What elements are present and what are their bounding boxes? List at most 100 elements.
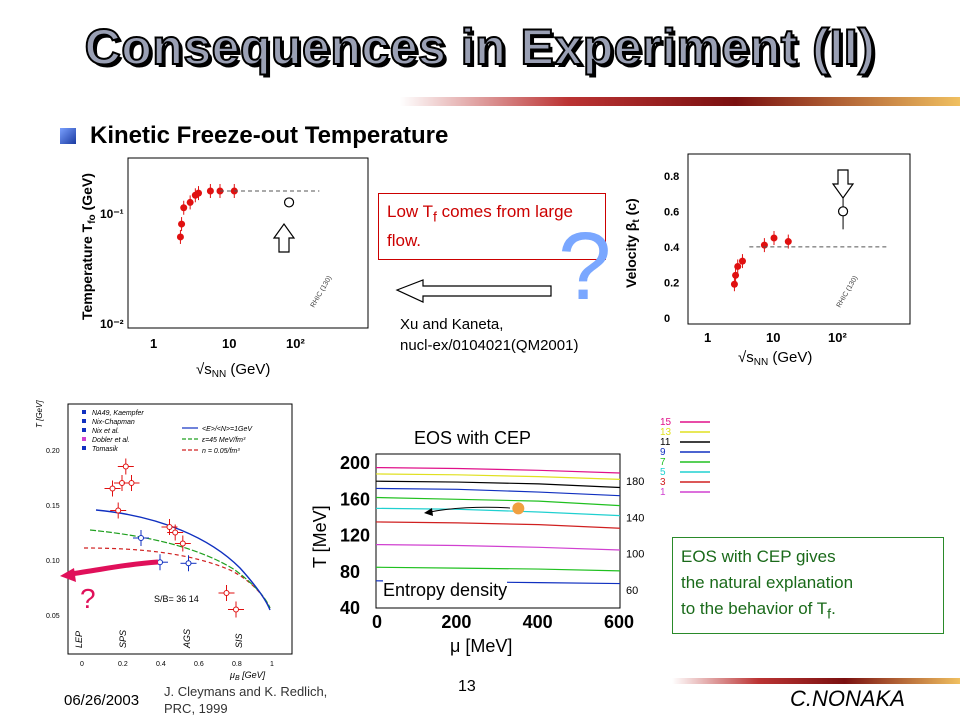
footer-author: C.NONAKA xyxy=(790,686,905,711)
eos-contour-line xyxy=(375,487,621,497)
velocity-data-point xyxy=(784,238,792,246)
velocity-x-tick: 10² xyxy=(828,330,847,345)
velocity-data-point xyxy=(770,234,778,242)
velocity-y-axis-label: Velocity βt (c) xyxy=(623,198,642,288)
freezeout-legend-entry: Nix-Chapman xyxy=(92,419,135,426)
energy-per-particle-curve xyxy=(95,509,271,611)
cep-explanation-box: EOS with CEP gives the natural explanati… xyxy=(672,537,944,635)
eos-x-tick: 400 xyxy=(523,612,553,632)
eos-plot-frame xyxy=(375,453,621,609)
freezeout-legend-entry: Dobler et al. xyxy=(92,437,130,444)
velocity-plot-frame xyxy=(687,153,911,325)
freezeout-region-label: SPS xyxy=(118,630,128,648)
freezeout-plot: NA49, Kaempfer Nix-Chapman Nix et al. Doble… xyxy=(35,400,293,680)
freezeout-data-point xyxy=(233,606,239,613)
temperature-y-tick: 10⁻¹ xyxy=(100,207,124,221)
freezeout-data-point xyxy=(185,560,192,567)
eos-contour-plot: 0 200 400 600 40 80 120 160 200 180 140 100 60 T [… xyxy=(310,453,644,656)
freezeout-plot-frame xyxy=(67,403,293,655)
eos-right-label: 180 xyxy=(626,476,644,488)
freezeout-region-label: LEP xyxy=(74,631,84,648)
left-arrow-icon xyxy=(395,279,552,303)
eos-x-axis-label: μ [MeV] xyxy=(450,636,512,656)
down-arrow-icon xyxy=(831,169,855,200)
freezeout-x-tick: 0.2 xyxy=(118,661,128,668)
temperature-x-tick: 10 xyxy=(222,336,236,351)
eos-contour-line xyxy=(375,473,621,480)
page-number: 13 xyxy=(458,678,476,695)
eos-legend-label: 3 xyxy=(660,477,666,488)
up-arrow-icon xyxy=(272,222,296,253)
freezeout-x-tick: 0.8 xyxy=(232,661,242,668)
footer-bar xyxy=(672,678,960,684)
freezeout-y-tick: 0.15 xyxy=(46,503,60,510)
eos-contour-line xyxy=(375,466,621,474)
freezeout-legend-marker xyxy=(82,446,86,450)
freezeout-data-point xyxy=(179,540,186,547)
magenta-arrowhead-icon xyxy=(60,568,76,582)
velocity-y-tick: 0 xyxy=(664,313,670,325)
sb-label: S/B= 36 14 xyxy=(154,594,199,604)
velocity-data-point xyxy=(738,257,746,265)
eos-y-tick: 200 xyxy=(340,453,370,473)
slide-subtitle: Kinetic Freeze-out Temperature xyxy=(90,122,449,149)
flow-note-sub: f xyxy=(433,209,437,226)
temperature-plot-frame xyxy=(127,157,369,329)
velocity-data-point xyxy=(760,241,768,249)
eos-y-axis-label: T [MeV] xyxy=(310,505,330,568)
temperature-x-tick: 1 xyxy=(150,336,157,351)
title-underline-bar xyxy=(400,97,960,106)
velocity-rhic-point xyxy=(837,206,849,217)
eos-legend-label: 5 xyxy=(660,467,666,478)
cleymans-reference: J. Cleymans and K. Redlich, PRC, 1999 xyxy=(164,683,327,717)
eos-trajectory-arrow-icon xyxy=(429,506,511,513)
temperature-data-point xyxy=(180,204,188,212)
temperature-x-tick: 10² xyxy=(286,336,305,351)
eos-legend-label: 15 xyxy=(660,417,672,428)
entropy-density-label: Entropy density xyxy=(383,580,508,601)
eos-legend-label: 1 xyxy=(660,487,666,498)
eos-legend-label: 13 xyxy=(660,427,672,438)
slide-title: Consequences in Experiment (II) xyxy=(84,18,876,76)
temperature-data-point xyxy=(206,187,214,195)
freezeout-curve-legend-label: n = 0.05/fm³ xyxy=(202,448,240,455)
freezeout-y-tick: 0.10 xyxy=(46,558,60,565)
temperature-y-tick: 10⁻² xyxy=(100,317,124,331)
temperature-y-axis-label: Temperature Tfo (GeV) xyxy=(79,173,98,320)
freezeout-y-axis-label: T [GeV] xyxy=(35,400,44,428)
eos-y-tick: 120 xyxy=(340,526,370,546)
eos-contour-line xyxy=(375,521,621,529)
velocity-x-tick: 10 xyxy=(766,330,780,345)
freezeout-y-tick: 0.20 xyxy=(46,448,60,455)
temperature-data-point xyxy=(194,189,202,197)
temperature-data-point xyxy=(178,220,186,228)
velocity-data-point xyxy=(734,262,742,270)
velocity-rhic-label: RHIC (130) xyxy=(836,275,860,309)
velocity-x-tick: 1 xyxy=(704,330,711,345)
freezeout-x-tick: 0 xyxy=(80,661,84,668)
temperature-data-point xyxy=(176,233,184,241)
velocity-y-tick: 0.6 xyxy=(664,206,679,218)
cep-note-line1: EOS with CEP gives xyxy=(681,547,836,566)
freezeout-legend-marker xyxy=(82,410,86,414)
freezeout-legend-entry: Nix et al. xyxy=(92,428,119,435)
flow-note-rest: comes from large flow. xyxy=(387,202,573,251)
eos-y-tick: 160 xyxy=(340,489,370,509)
critical-point-marker xyxy=(512,502,525,515)
eos-cep-label: EOS with CEP xyxy=(414,428,532,448)
freezeout-curve-legend-label: <E>/<N>=1GeV xyxy=(202,426,253,433)
eos-legend-label: 11 xyxy=(660,437,671,448)
freezeout-y-tick: 0.05 xyxy=(46,613,60,620)
xu-reference: Xu and Kaneta, nucl-ex/0104021(QM2001) xyxy=(400,314,578,356)
temperature-rhic-point xyxy=(283,197,295,208)
eos-legend-label: 9 xyxy=(660,447,666,458)
footer-date: 06/26/2003 xyxy=(64,692,140,709)
eos-contour-line xyxy=(375,480,621,489)
freezeout-data-point xyxy=(223,590,230,596)
freezeout-data-point xyxy=(157,559,163,566)
velocity-data-point xyxy=(730,280,738,288)
xu-reference-line1: Xu and Kaneta, xyxy=(400,316,504,333)
freezeout-data-point xyxy=(109,485,116,492)
cep-note-line3: to the behavior of Tf. xyxy=(681,599,836,623)
temperature-data-point xyxy=(186,198,194,206)
